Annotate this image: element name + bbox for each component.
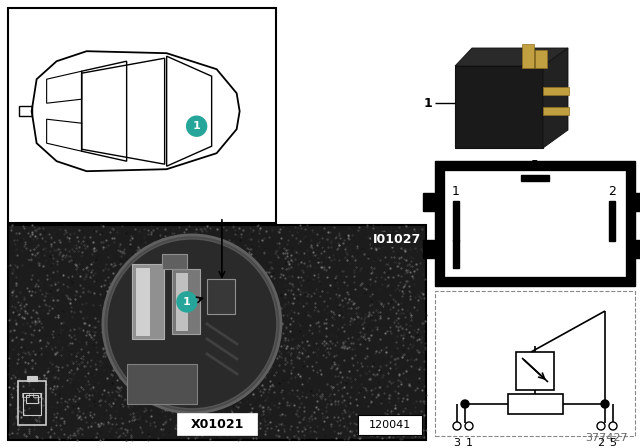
Text: 3: 3 — [454, 438, 461, 448]
Bar — [162, 254, 187, 269]
Bar — [445, 171, 625, 276]
Text: 1: 1 — [465, 438, 472, 448]
Text: 5: 5 — [531, 159, 539, 172]
Bar — [172, 269, 200, 334]
Text: 5: 5 — [609, 438, 616, 448]
Bar — [508, 394, 563, 414]
Text: 1: 1 — [183, 297, 191, 307]
Bar — [136, 268, 150, 336]
Bar — [633, 193, 640, 211]
Bar — [27, 376, 37, 381]
Bar — [132, 264, 164, 339]
Bar — [8, 225, 426, 440]
Bar — [435, 161, 635, 286]
Bar — [543, 87, 569, 95]
Circle shape — [609, 422, 617, 430]
Text: 377427: 377427 — [586, 433, 628, 443]
Bar — [455, 66, 543, 148]
Text: I01027: I01027 — [372, 233, 421, 246]
Circle shape — [177, 292, 197, 312]
Bar — [207, 279, 235, 314]
Bar — [543, 107, 569, 115]
Text: X01021: X01021 — [190, 418, 244, 431]
Bar — [453, 201, 459, 241]
Polygon shape — [543, 48, 568, 148]
Bar — [535, 50, 547, 68]
Bar — [127, 364, 197, 404]
Bar — [23, 393, 41, 415]
Circle shape — [187, 116, 207, 136]
Bar — [18, 381, 46, 425]
Bar — [522, 44, 534, 68]
Bar — [423, 240, 437, 258]
Text: 120041: 120041 — [369, 420, 411, 430]
Text: 1: 1 — [193, 121, 200, 131]
Bar — [358, 415, 422, 435]
Text: 1: 1 — [423, 96, 432, 109]
Bar — [26, 395, 38, 403]
Bar — [516, 352, 554, 390]
Bar — [633, 240, 640, 258]
Circle shape — [601, 400, 609, 408]
Text: 1: 1 — [452, 185, 460, 198]
Bar — [176, 273, 188, 331]
Bar — [423, 193, 437, 211]
Bar — [521, 175, 549, 181]
Circle shape — [107, 239, 277, 409]
Circle shape — [597, 422, 605, 430]
Circle shape — [461, 400, 469, 408]
Bar — [435, 291, 635, 436]
Polygon shape — [455, 48, 568, 66]
Text: 2: 2 — [597, 438, 605, 448]
Bar — [22, 393, 29, 397]
Text: 2: 2 — [608, 185, 616, 198]
Bar — [8, 8, 276, 223]
Circle shape — [103, 235, 281, 413]
Bar — [453, 240, 459, 268]
Circle shape — [465, 422, 473, 430]
Circle shape — [453, 422, 461, 430]
Bar — [609, 201, 615, 241]
Bar — [33, 393, 40, 397]
Text: 3: 3 — [452, 225, 460, 238]
Bar — [177, 413, 257, 435]
